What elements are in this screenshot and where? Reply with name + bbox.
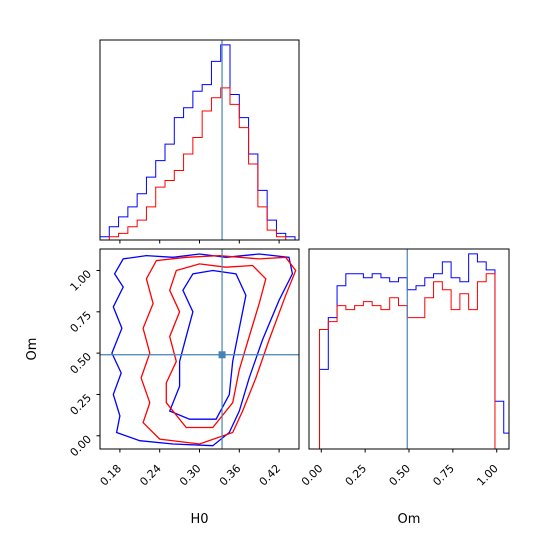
contour-red-2: [140, 254, 297, 445]
om-histogram-blue-series: [309, 253, 510, 450]
h0-histogram-blue-series: [99, 44, 296, 240]
joint-x-axis-title: H0: [190, 512, 208, 527]
joint-truth-marker: [218, 351, 226, 359]
contour-blue-1: [168, 269, 247, 420]
om-x-axis-title: Om: [398, 512, 421, 527]
joint-y-axis-title: Om: [25, 338, 40, 361]
joint-contour-group: [111, 253, 297, 447]
h0-histogram-red-series: [100, 87, 296, 241]
h0-histogram-panel: [99, 39, 300, 244]
contour-red-3: [165, 263, 267, 429]
joint-contour-panel: 0.18 0.24 0.30 0.36 0.420.000.250.500.751.00…: [25, 248, 300, 527]
